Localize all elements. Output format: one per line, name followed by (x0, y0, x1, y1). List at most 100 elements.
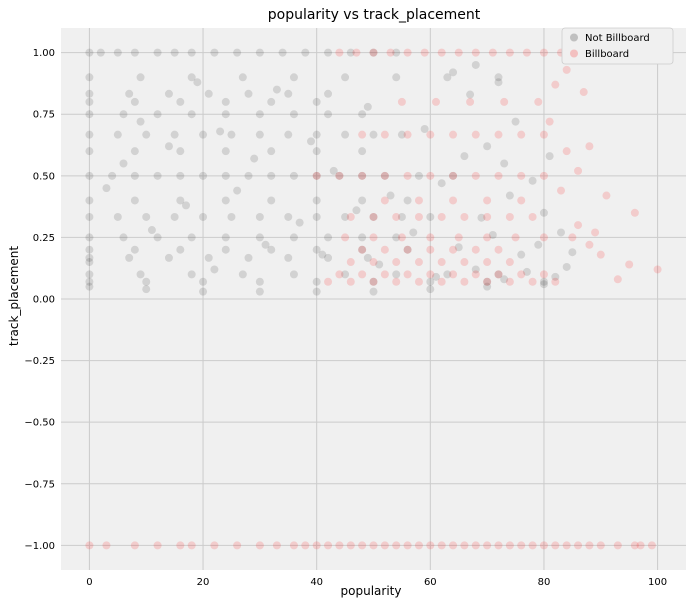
data-points (85, 48, 662, 550)
data-point (227, 130, 236, 139)
x-tick-label: 100 (648, 577, 667, 588)
data-point (318, 250, 327, 259)
data-point (352, 48, 361, 57)
data-point (386, 191, 395, 200)
data-point (369, 48, 378, 57)
data-point (233, 48, 242, 57)
data-point (289, 270, 298, 279)
data-point (312, 245, 321, 254)
data-point (471, 270, 480, 279)
data-point (369, 48, 378, 57)
y-tick-label: 1.00 (33, 48, 55, 59)
data-point (204, 253, 213, 262)
data-point (153, 233, 162, 242)
data-point (147, 226, 156, 235)
data-point (591, 228, 600, 237)
data-point (522, 48, 531, 57)
data-point (255, 287, 264, 296)
data-point (392, 233, 401, 242)
data-point (85, 48, 94, 57)
data-point (392, 541, 401, 550)
data-point (210, 265, 219, 274)
data-point (426, 233, 435, 242)
data-point (324, 541, 333, 550)
data-point (505, 48, 514, 57)
data-point (352, 206, 361, 215)
data-point (551, 277, 560, 286)
data-point (312, 196, 321, 205)
data-point (551, 541, 560, 550)
data-point (392, 270, 401, 279)
data-point (443, 73, 452, 82)
data-point (341, 270, 350, 279)
data-point (329, 166, 338, 175)
data-point (403, 245, 412, 254)
data-point (335, 171, 344, 180)
data-point (341, 130, 350, 139)
data-point (471, 171, 480, 180)
data-point (85, 212, 94, 221)
y-axis-label: track_placement (7, 246, 21, 347)
data-point (312, 541, 321, 550)
data-point (602, 191, 611, 200)
data-point (539, 541, 548, 550)
data-point (471, 265, 480, 274)
data-point (437, 277, 446, 286)
y-tick-label: −0.25 (24, 356, 55, 367)
data-point (403, 196, 412, 205)
data-point (426, 285, 435, 294)
data-point (289, 541, 298, 550)
data-point (278, 48, 287, 57)
data-point (307, 137, 315, 146)
data-point (289, 171, 298, 180)
data-point (142, 130, 151, 139)
data-point (96, 48, 105, 57)
data-point (539, 270, 548, 279)
data-point (324, 48, 333, 57)
legend: Not Billboard Billboard (561, 27, 674, 65)
data-point (562, 541, 571, 550)
data-point (369, 277, 378, 286)
data-point (369, 212, 378, 221)
data-point (358, 171, 367, 180)
data-point (125, 89, 134, 98)
data-point (375, 260, 384, 269)
data-point (289, 73, 298, 82)
data-point (267, 97, 276, 106)
data-point (517, 250, 526, 259)
data-point (312, 171, 321, 180)
data-point (363, 253, 372, 262)
data-point (369, 541, 378, 550)
data-point (335, 48, 344, 57)
data-point (574, 166, 583, 175)
data-point (85, 277, 94, 286)
data-point (363, 102, 372, 111)
data-point (574, 221, 583, 230)
data-point (426, 130, 435, 139)
data-point (369, 212, 378, 221)
data-point (449, 171, 458, 180)
data-point (539, 277, 548, 286)
data-point (380, 171, 389, 180)
data-point (113, 48, 122, 57)
data-point (130, 196, 139, 205)
data-point (255, 541, 264, 550)
data-point (403, 171, 412, 180)
data-point (397, 130, 406, 139)
data-point (153, 541, 162, 550)
data-point (136, 73, 145, 82)
data-point (221, 147, 230, 156)
data-point (341, 73, 350, 82)
data-point (85, 196, 94, 205)
data-point (312, 130, 321, 139)
data-point (517, 270, 526, 279)
data-point (551, 272, 560, 281)
x-tick-label: 60 (424, 577, 437, 588)
data-point (119, 110, 128, 119)
data-point (528, 212, 537, 221)
data-point (301, 48, 310, 57)
data-point (426, 277, 435, 286)
data-point (545, 152, 554, 161)
data-point (625, 260, 634, 269)
data-point (596, 250, 605, 259)
